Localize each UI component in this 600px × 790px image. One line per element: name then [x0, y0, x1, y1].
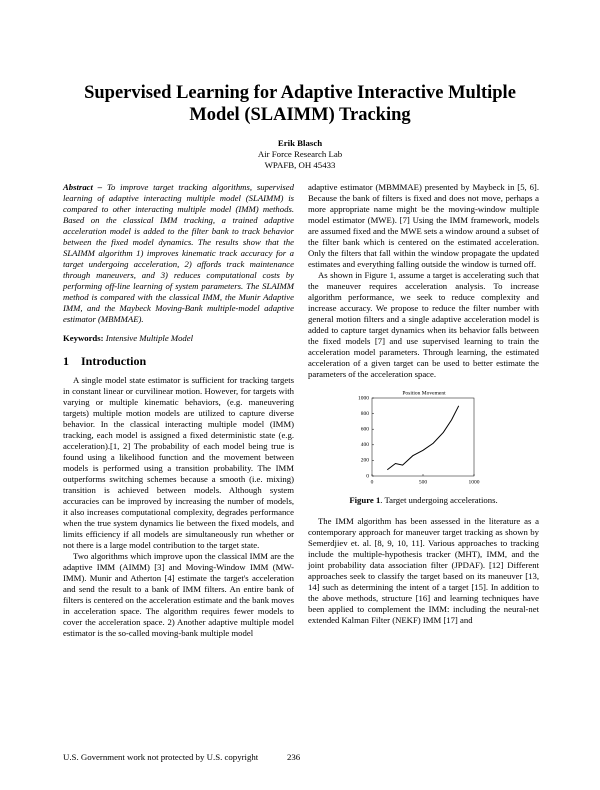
y-tick-label: 1000	[358, 395, 369, 401]
caption-text: . Target undergoing accelerations.	[380, 495, 498, 505]
figure-caption: Figure 1. Target undergoing acceleration…	[308, 495, 539, 506]
abstract: Abstract – To improve target tracking al…	[63, 182, 294, 325]
keywords: Keywords: Intensive Multiple Model	[63, 333, 294, 344]
chart-title: Position Movement	[402, 390, 446, 396]
keywords-label: Keywords:	[63, 333, 104, 343]
y-tick-label: 800	[360, 411, 369, 417]
address: WPAFB, OH 45433	[264, 160, 336, 170]
right-column: adaptive estimator (MBMMAE) presented by…	[308, 182, 539, 626]
abstract-text: To improve target tracking algorithms, s…	[63, 182, 294, 324]
trajectory-line	[386, 405, 459, 471]
y-tick-label: 200	[360, 458, 369, 464]
plot-frame	[371, 397, 474, 477]
y-tick-label: 0	[366, 473, 369, 479]
paragraph: A single model state estimator is suffic…	[63, 375, 294, 550]
author-block: Erik Blasch Air Force Research Lab WPAFB…	[150, 138, 450, 171]
paper-title: Supervised Learning for Adaptive Interac…	[84, 83, 516, 125]
abstract-label: Abstract –	[63, 182, 103, 192]
footer-text: U.S. Government work not protected by U.…	[63, 752, 259, 762]
paragraph: Two algorithms which improve upon the cl…	[63, 551, 294, 638]
author: Erik Blasch	[277, 138, 323, 148]
caption-label: Figure 1	[349, 495, 381, 505]
figure: Position Movement 0 200 400 600 800 1000 0 500 1…	[308, 388, 539, 491]
x-tick-label: 1000	[468, 479, 479, 485]
y-tick-label: 600	[360, 426, 369, 432]
y-tick-label: 400	[360, 442, 369, 448]
paragraph: As shown in Figure 1, assume a target is…	[308, 270, 539, 379]
section-number: 1	[63, 354, 69, 368]
paragraph: adaptive estimator (MBMMAE) presented by…	[308, 182, 539, 269]
x-tick-label: 500	[418, 479, 427, 485]
keywords-text: Intensive Multiple Model	[105, 333, 194, 343]
x-tick-label: 0	[370, 479, 373, 485]
section-heading: 1 Introduction	[63, 354, 294, 368]
page-number: 236	[287, 752, 301, 762]
figure-chart: Position Movement 0 200 400 600 800 1000 0 500 1…	[358, 390, 480, 485]
section-title: Introduction	[81, 354, 147, 368]
left-column: Abstract – To improve target tracking al…	[63, 182, 294, 639]
paragraph: The IMM algorithm has been assessed in t…	[308, 516, 539, 625]
affiliation: Air Force Research Lab	[257, 149, 343, 159]
